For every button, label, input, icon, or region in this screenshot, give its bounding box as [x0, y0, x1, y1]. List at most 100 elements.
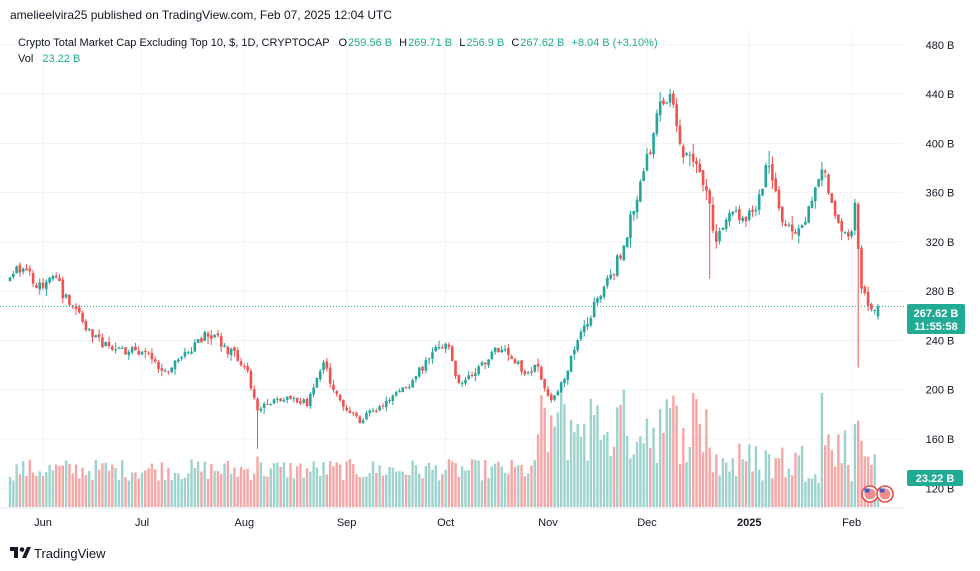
candle-body [206, 333, 210, 337]
candle [101, 333, 104, 348]
candle [391, 394, 395, 406]
candle-body [470, 374, 474, 376]
volume-bar [193, 467, 197, 507]
candle [790, 216, 794, 240]
candle [810, 196, 814, 209]
candle-body [738, 209, 741, 221]
candle-body [714, 231, 718, 243]
volume-bar [375, 472, 378, 507]
candle-body [780, 206, 784, 223]
volume-bar [550, 415, 553, 507]
vol-label[interactable]: Vol [18, 53, 33, 65]
candle [378, 404, 381, 412]
volume-bar [800, 445, 804, 507]
candle [480, 360, 484, 367]
candle-body [167, 371, 170, 373]
candle [820, 161, 824, 187]
candle [701, 169, 705, 192]
volume-bar [48, 465, 51, 507]
candle [536, 358, 540, 372]
volume-bar [352, 464, 355, 507]
volume-bar [444, 469, 447, 507]
candle [71, 305, 75, 309]
candle [764, 162, 768, 188]
volume-bar [490, 466, 494, 507]
economic-events[interactable] [861, 485, 894, 503]
volume-bar [701, 452, 705, 507]
volume-bar [823, 445, 827, 507]
candle-body [615, 255, 619, 276]
candle-body [104, 341, 108, 347]
candle-body [513, 359, 517, 364]
candle-body [477, 366, 480, 375]
symbol-title[interactable]: Crypto Total Market Cap Excluding Top 10… [18, 37, 329, 49]
volume-bar [239, 466, 243, 507]
candle-body [820, 169, 824, 181]
candle-body [147, 352, 150, 354]
volume-bar [253, 473, 256, 507]
candle-body [289, 395, 292, 399]
candle [147, 351, 150, 356]
candle-body [606, 277, 609, 286]
candle [688, 151, 692, 167]
candle-body [381, 405, 385, 407]
volume-bar [609, 456, 612, 507]
candle-body [243, 366, 246, 368]
candle [318, 368, 322, 382]
us-flag-event-icon[interactable] [876, 485, 894, 503]
candle-body [870, 304, 873, 310]
candle-body [655, 113, 659, 134]
volume-bar [322, 461, 325, 507]
volume-bar [332, 466, 335, 507]
candle-body [480, 362, 484, 366]
volume-bar [28, 459, 32, 507]
volume-bar [748, 444, 751, 507]
volume-bar [130, 472, 134, 507]
volume-bar [88, 471, 91, 507]
candle [371, 408, 375, 413]
candle-body [596, 298, 599, 303]
candle-body [394, 392, 398, 396]
candle-body [711, 204, 715, 231]
time-axis[interactable]: Jun Jul Aug Sep Oct Nov Dec 2025 Feb [34, 517, 861, 529]
candle [866, 286, 870, 312]
candle [355, 411, 358, 418]
candle-body [850, 231, 853, 237]
volume-bar [305, 468, 309, 507]
candle-body [35, 285, 38, 288]
volume-bar [576, 424, 579, 507]
candle-body [619, 255, 622, 259]
candle-body [718, 230, 721, 242]
candle-body [124, 347, 127, 355]
candle [368, 408, 372, 417]
tradingview-logo[interactable]: TradingView [10, 546, 106, 561]
candle [467, 370, 471, 381]
candle [213, 333, 216, 338]
us-flag-event-icon[interactable] [861, 485, 879, 503]
candle [348, 406, 352, 414]
candle-body [761, 188, 764, 196]
volume-bar [117, 479, 121, 507]
volume-bar [817, 482, 820, 507]
candle-body [691, 153, 695, 162]
candle-body [68, 294, 71, 305]
volume-bar [777, 458, 781, 507]
volume-bar [467, 470, 470, 507]
candle-body [140, 351, 144, 355]
volume-bar [810, 478, 814, 507]
candle-body [368, 410, 372, 413]
volume-bar [328, 461, 332, 507]
candle [249, 368, 253, 391]
volume-bar [546, 452, 550, 507]
candle-body [777, 189, 781, 209]
candle [332, 379, 335, 393]
price-axis[interactable]: 120 B 160 B 200 B 240 B 280 B 320 B 360 B 400 B… [926, 40, 955, 496]
volume-bar [259, 462, 263, 507]
candle-body [355, 412, 358, 416]
candle [388, 397, 391, 404]
candle-body [757, 194, 761, 210]
volume-bar [827, 434, 830, 507]
volume-bar [675, 405, 678, 507]
candle [35, 282, 38, 289]
